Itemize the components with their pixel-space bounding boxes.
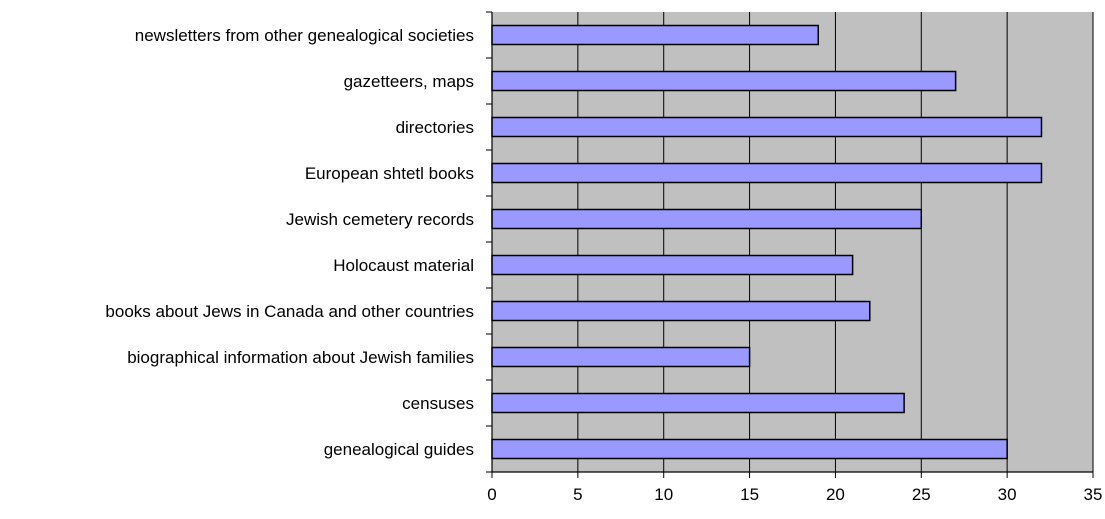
- bar: [491, 208, 923, 230]
- axes: [486, 11, 1094, 478]
- bar: [491, 70, 957, 92]
- category-label: genealogical guides: [324, 440, 474, 459]
- category-label: Jewish cemetery records: [286, 210, 474, 229]
- category-labels: newsletters from other genealogical soci…: [105, 26, 474, 459]
- bar: [491, 300, 871, 322]
- category-label: European shtetl books: [305, 164, 474, 183]
- bars: [491, 24, 1043, 460]
- category-label: newsletters from other genealogical soci…: [135, 26, 474, 45]
- category-label: directories: [396, 118, 474, 137]
- category-label: censuses: [402, 394, 474, 413]
- category-label: Holocaust material: [333, 256, 474, 275]
- x-tick-label: 35: [1084, 485, 1103, 504]
- bar: [491, 116, 1043, 138]
- x-tick-label: 30: [998, 485, 1017, 504]
- bar: [491, 24, 820, 46]
- x-tick-labels: 0 5 10 15 20 25 30 35: [487, 485, 1102, 504]
- category-label: biographical information about Jewish fa…: [127, 348, 474, 367]
- x-tick-label: 20: [826, 485, 845, 504]
- bar: [491, 438, 1008, 460]
- bar: [491, 346, 751, 368]
- bar: [491, 254, 854, 276]
- x-tick-label: 25: [912, 485, 931, 504]
- x-tick-label: 10: [654, 485, 673, 504]
- x-tick-label: 5: [573, 485, 582, 504]
- bar: [491, 392, 905, 414]
- category-label: books about Jews in Canada and other cou…: [105, 302, 474, 321]
- bar: [491, 162, 1043, 184]
- category-label: gazetteers, maps: [344, 72, 474, 91]
- x-tick-label: 0: [487, 485, 496, 504]
- x-tick-label: 15: [740, 485, 759, 504]
